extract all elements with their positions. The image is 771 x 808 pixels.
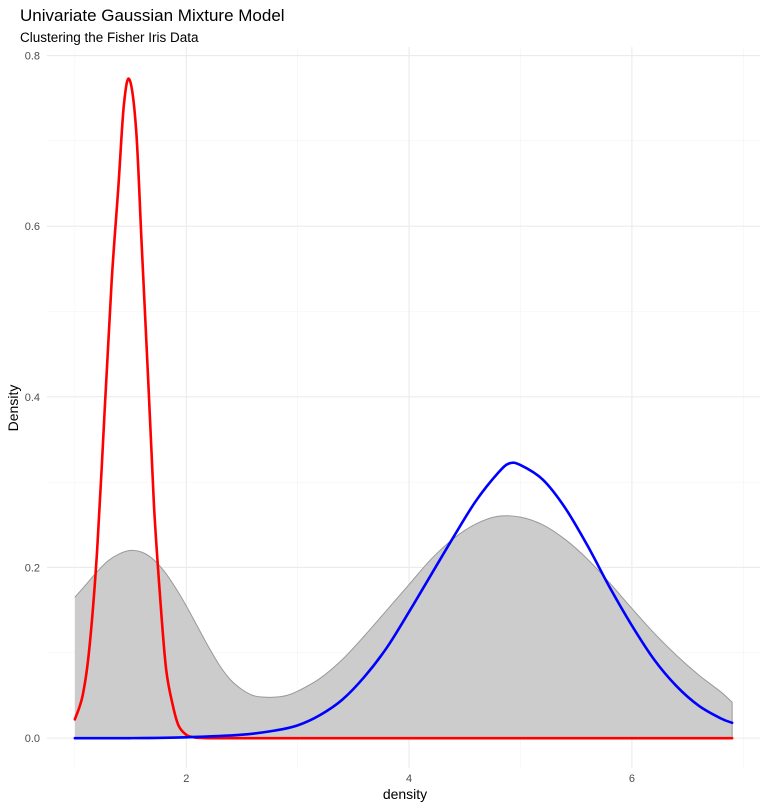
density-outline	[74, 515, 733, 739]
y-tick-label: 0.2	[25, 562, 40, 574]
tick-labels: 2 4 6 0.0 0.2 0.4 0.6 0.8	[25, 51, 635, 785]
x-tick-label: 2	[183, 773, 189, 785]
x-tick-label: 4	[406, 773, 412, 785]
x-axis-title: density	[383, 786, 427, 802]
component-curve-red	[73, 77, 734, 740]
component-curve-blue	[73, 461, 734, 740]
density-area	[74, 515, 733, 739]
y-tick-label: 0.0	[25, 733, 40, 745]
y-tick-label: 0.4	[25, 392, 40, 404]
chart-subtitle: Clustering the Fisher Iris Data	[20, 30, 199, 45]
y-axis-title: Density	[5, 385, 21, 432]
chart-title: Univariate Gaussian Mixture Model	[20, 6, 285, 25]
y-tick-label: 0.6	[25, 221, 40, 233]
y-tick-label: 0.8	[25, 51, 40, 63]
x-tick-label: 6	[629, 773, 635, 785]
plot-area	[73, 77, 734, 740]
